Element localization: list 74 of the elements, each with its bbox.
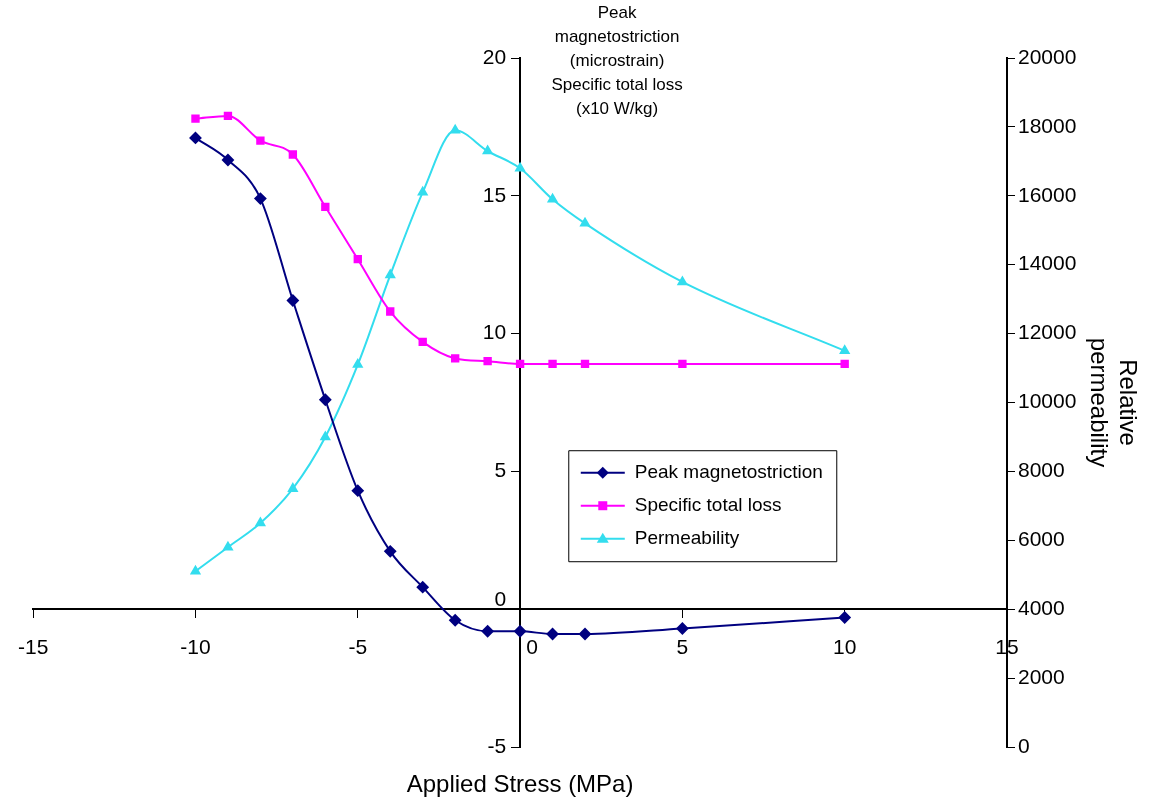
y2-tick-label: 14000 <box>1018 251 1077 275</box>
point <box>416 581 429 594</box>
x-tick-label: 10 <box>833 634 857 658</box>
y2-tick-label: 4000 <box>1018 596 1065 619</box>
point <box>579 628 592 640</box>
point <box>547 193 558 203</box>
point <box>514 625 527 638</box>
point <box>386 307 395 316</box>
point <box>254 192 267 205</box>
point <box>223 111 233 121</box>
y2-tick-label: 0 <box>1018 733 1030 757</box>
y2-tick-label: 20000 <box>1018 44 1077 68</box>
point <box>417 186 428 196</box>
point <box>483 356 492 366</box>
point <box>450 124 461 134</box>
point <box>320 431 331 441</box>
x-axis-title: Applied Stress (MPa) <box>406 769 634 797</box>
x-tick-label: -15 <box>18 634 49 658</box>
y-axis-title: Peak magnetostriction (microstrain) Specific total loss (x10 W/kg) <box>551 2 683 118</box>
point <box>418 337 427 347</box>
x-tick-label: -5 <box>348 634 368 658</box>
point <box>223 541 233 551</box>
y-tick-label: 0 <box>494 587 507 610</box>
y2-tick-label: 8000 <box>1018 458 1065 482</box>
y-tick-label: 10 <box>482 320 507 344</box>
legend-label: Peak magnetostriction <box>634 460 823 482</box>
x-tick-label: 5 <box>676 634 689 658</box>
point <box>449 614 462 627</box>
point <box>221 153 234 166</box>
point <box>190 565 201 575</box>
point <box>385 269 396 279</box>
y2-tick-label: 10000 <box>1018 389 1077 413</box>
point <box>580 217 590 227</box>
point <box>353 255 362 264</box>
point <box>839 345 850 355</box>
point <box>546 628 559 640</box>
point <box>580 359 590 369</box>
legend-label: Specific total loss <box>634 493 782 515</box>
point <box>256 136 265 145</box>
point <box>321 202 330 212</box>
point <box>838 611 851 624</box>
x-tick-label: 0 <box>526 634 538 658</box>
point <box>352 359 363 368</box>
y-tick-label: 15 <box>482 182 507 206</box>
y2-tick-label: 6000 <box>1018 527 1065 551</box>
point <box>676 622 689 635</box>
point <box>319 393 332 406</box>
point <box>840 359 849 369</box>
point <box>384 545 397 558</box>
point <box>548 359 557 369</box>
point <box>191 114 200 123</box>
point <box>450 354 460 363</box>
y2-tick-label: 2000 <box>1018 664 1065 688</box>
y2-tick-label: 16000 <box>1018 182 1077 206</box>
point <box>286 294 299 307</box>
y2-tick-label: 18000 <box>1018 113 1077 137</box>
point <box>288 150 298 159</box>
point <box>677 276 688 286</box>
point <box>255 517 266 527</box>
y2-tick-label: 12000 <box>1018 320 1077 344</box>
point <box>287 483 298 492</box>
point <box>515 162 525 172</box>
x-tick-label: -10 <box>180 634 211 658</box>
y-tick-label: -5 <box>487 733 507 757</box>
point <box>351 484 364 497</box>
point <box>481 625 494 638</box>
y-tick-label: 5 <box>494 458 507 482</box>
point <box>189 131 202 144</box>
legend-label: Permeability <box>634 526 740 548</box>
point <box>678 359 687 369</box>
point <box>515 359 525 369</box>
y2-axis-title: Relative permeability <box>1086 337 1142 468</box>
y-tick-label: 20 <box>482 44 507 68</box>
point <box>482 145 493 155</box>
